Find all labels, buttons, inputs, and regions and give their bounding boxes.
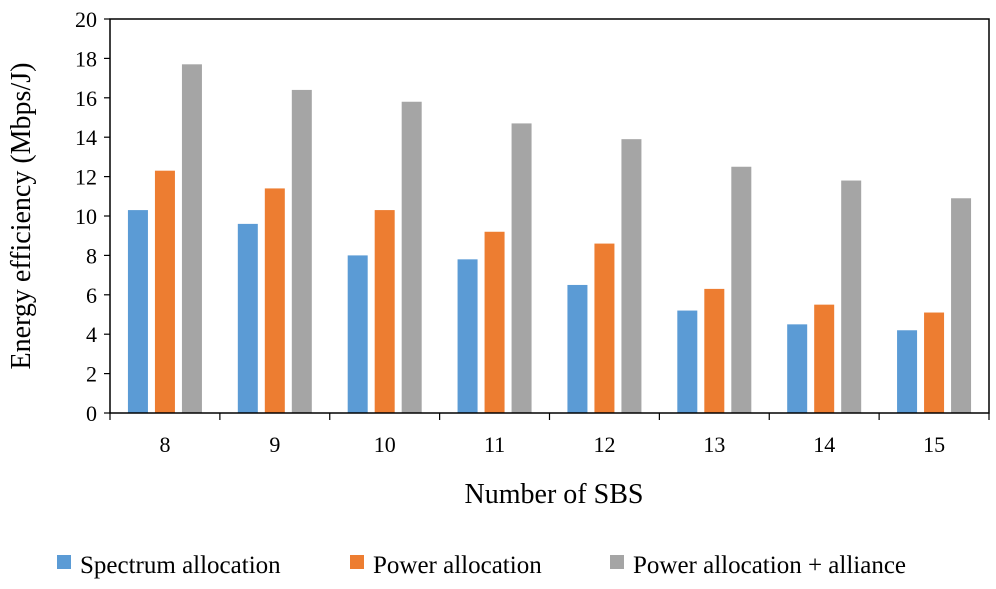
bar — [401, 101, 422, 414]
bar — [181, 64, 202, 413]
bar — [154, 170, 175, 413]
bar — [264, 188, 285, 413]
bar — [677, 310, 698, 413]
bar — [924, 312, 945, 413]
bar — [127, 210, 148, 413]
bar — [457, 259, 478, 413]
bar — [897, 330, 918, 413]
x-tick-label: 13 — [703, 432, 725, 457]
bars-layer — [127, 64, 972, 414]
bar — [731, 166, 752, 413]
x-axis-title: Number of SBS — [465, 479, 644, 510]
y-tick-label: 10 — [75, 204, 97, 229]
bar — [291, 89, 312, 414]
y-tick-label: 4 — [86, 322, 97, 347]
x-tick-label: 9 — [269, 432, 280, 457]
legend-label: Power allocation + alliance — [633, 552, 906, 579]
bar — [621, 139, 642, 414]
x-tick-label: 10 — [374, 432, 396, 457]
bar — [567, 284, 588, 413]
y-tick-label: 18 — [75, 46, 97, 71]
y-tick-label: 6 — [86, 283, 97, 308]
legend-swatch — [350, 555, 364, 569]
legend: Spectrum allocation Power allocation Power… — [57, 552, 906, 579]
y-tick-label: 12 — [75, 165, 97, 190]
bar — [814, 304, 835, 413]
y-tick-label: 2 — [86, 362, 97, 387]
y-axis: 0 2 4 6 8 10 12 14 16 18 20 — [75, 7, 110, 426]
x-tick-label: 8 — [159, 432, 170, 457]
bar — [841, 180, 862, 413]
legend-label: Power allocation — [373, 552, 542, 579]
bar — [594, 243, 615, 413]
x-tick-label: 11 — [484, 432, 505, 457]
x-tick-label: 15 — [923, 432, 945, 457]
bar — [787, 324, 808, 413]
y-tick-label: 16 — [75, 86, 97, 111]
bar — [237, 223, 258, 413]
y-tick-label: 20 — [75, 7, 97, 32]
bar — [511, 123, 532, 413]
bar — [704, 288, 725, 413]
bar — [374, 210, 395, 413]
y-tick-label: 0 — [86, 401, 97, 426]
legend-label: Spectrum allocation — [80, 552, 281, 579]
x-axis: 8 9 10 11 12 13 14 15 — [109, 413, 990, 457]
legend-swatch — [57, 555, 71, 569]
bar — [484, 231, 505, 413]
legend-swatch — [610, 555, 624, 569]
bar — [951, 198, 972, 413]
x-tick-label: 14 — [813, 432, 835, 457]
y-axis-title: Energy efficiency (Mbps/J) — [6, 63, 37, 370]
y-tick-label: 8 — [86, 243, 97, 268]
bar — [347, 255, 368, 413]
y-tick-label: 14 — [75, 125, 97, 150]
x-tick-label: 12 — [593, 432, 615, 457]
